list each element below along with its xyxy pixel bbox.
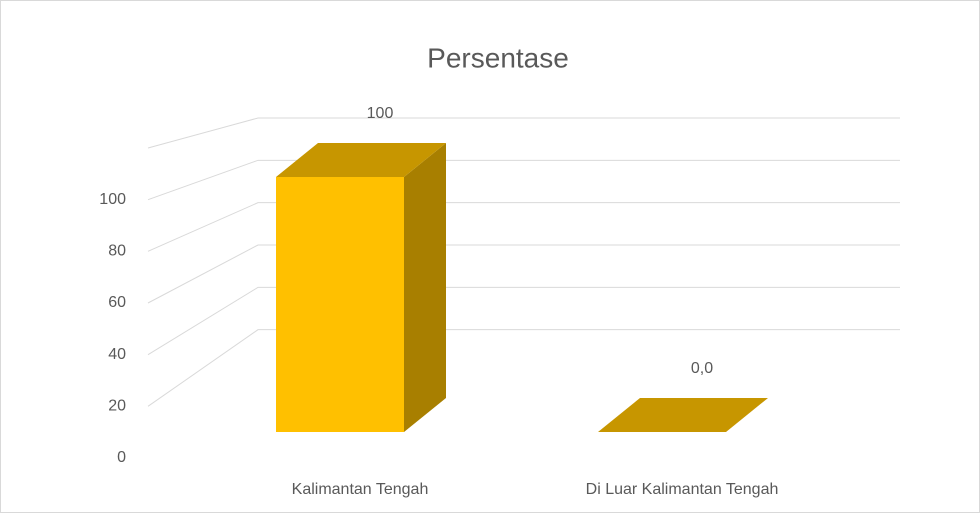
chart-title: Persentase xyxy=(427,42,569,73)
data-label: 0,0 xyxy=(691,360,713,377)
grid-line xyxy=(147,329,900,407)
bar-side xyxy=(404,143,446,432)
y-tick-label: 60 xyxy=(108,294,126,311)
grid-line xyxy=(147,117,900,149)
y-tick-label: 40 xyxy=(108,346,126,363)
x-tick-label: Di Luar Kalimantan Tengah xyxy=(586,481,779,498)
y-tick-label: 20 xyxy=(108,398,126,415)
data-label: 100 xyxy=(367,105,394,122)
y-tick-label: 100 xyxy=(99,191,126,208)
grid-line xyxy=(147,159,900,201)
x-tick-label: Kalimantan Tengah xyxy=(292,481,429,498)
bar-top xyxy=(598,398,768,432)
grid-line xyxy=(147,286,900,356)
grid-line xyxy=(147,244,900,304)
y-tick-label: 0 xyxy=(117,449,126,466)
grid-line xyxy=(147,202,900,252)
y-tick-label: 80 xyxy=(108,243,126,260)
bar-top xyxy=(276,143,446,177)
bar xyxy=(276,177,404,432)
